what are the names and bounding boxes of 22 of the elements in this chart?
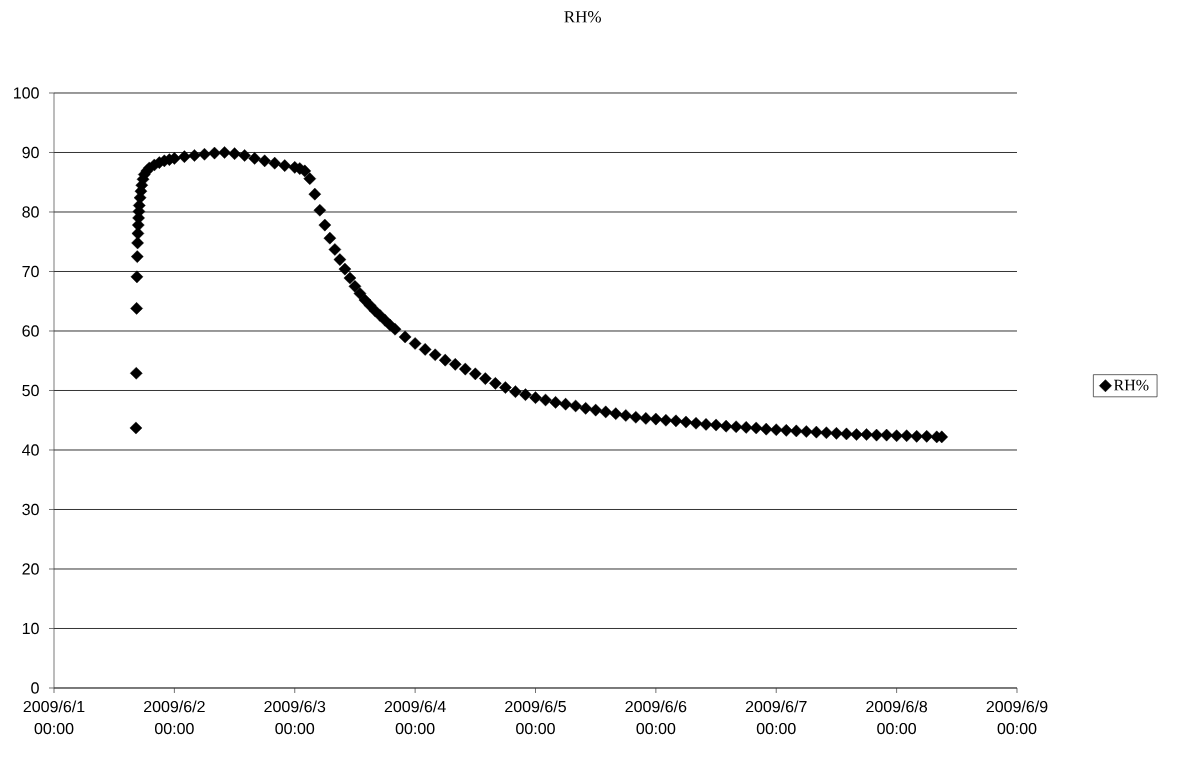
- x-tick-label: 2009/6/9 00:00: [986, 700, 1048, 735]
- y-tick-label: 40: [22, 444, 39, 456]
- legend-label: RH%: [1113, 379, 1149, 391]
- x-tick-label: 2009/6/2 00:00: [144, 700, 205, 735]
- y-tick-label: 60: [22, 325, 39, 337]
- x-tick-label: 2009/6/4 00:00: [384, 700, 446, 735]
- x-tick-label: 2009/6/3 00:00: [264, 700, 326, 735]
- x-tick-label: 2009/6/1 00:00: [23, 700, 85, 735]
- x-tick-label: 2009/6/6 00:00: [625, 700, 687, 735]
- y-tick-label: 20: [22, 563, 39, 575]
- y-tick-label: 50: [22, 384, 39, 397]
- y-tick-label: 30: [22, 503, 39, 516]
- chart-title: RH%: [564, 11, 601, 23]
- y-tick-label: 90: [22, 146, 39, 159]
- x-tick-label: 2009/6/5 00:00: [505, 700, 566, 735]
- y-tick-label: 100: [14, 87, 39, 99]
- x-tick-label: 2009/6/7 00:00: [745, 700, 807, 735]
- y-tick-label: 10: [22, 622, 39, 635]
- y-tick-label: 80: [22, 206, 39, 218]
- y-tick-label: 70: [22, 265, 39, 278]
- x-tick-label: 2009/6/8 00:00: [866, 700, 928, 735]
- y-tick-label: 0: [31, 682, 39, 694]
